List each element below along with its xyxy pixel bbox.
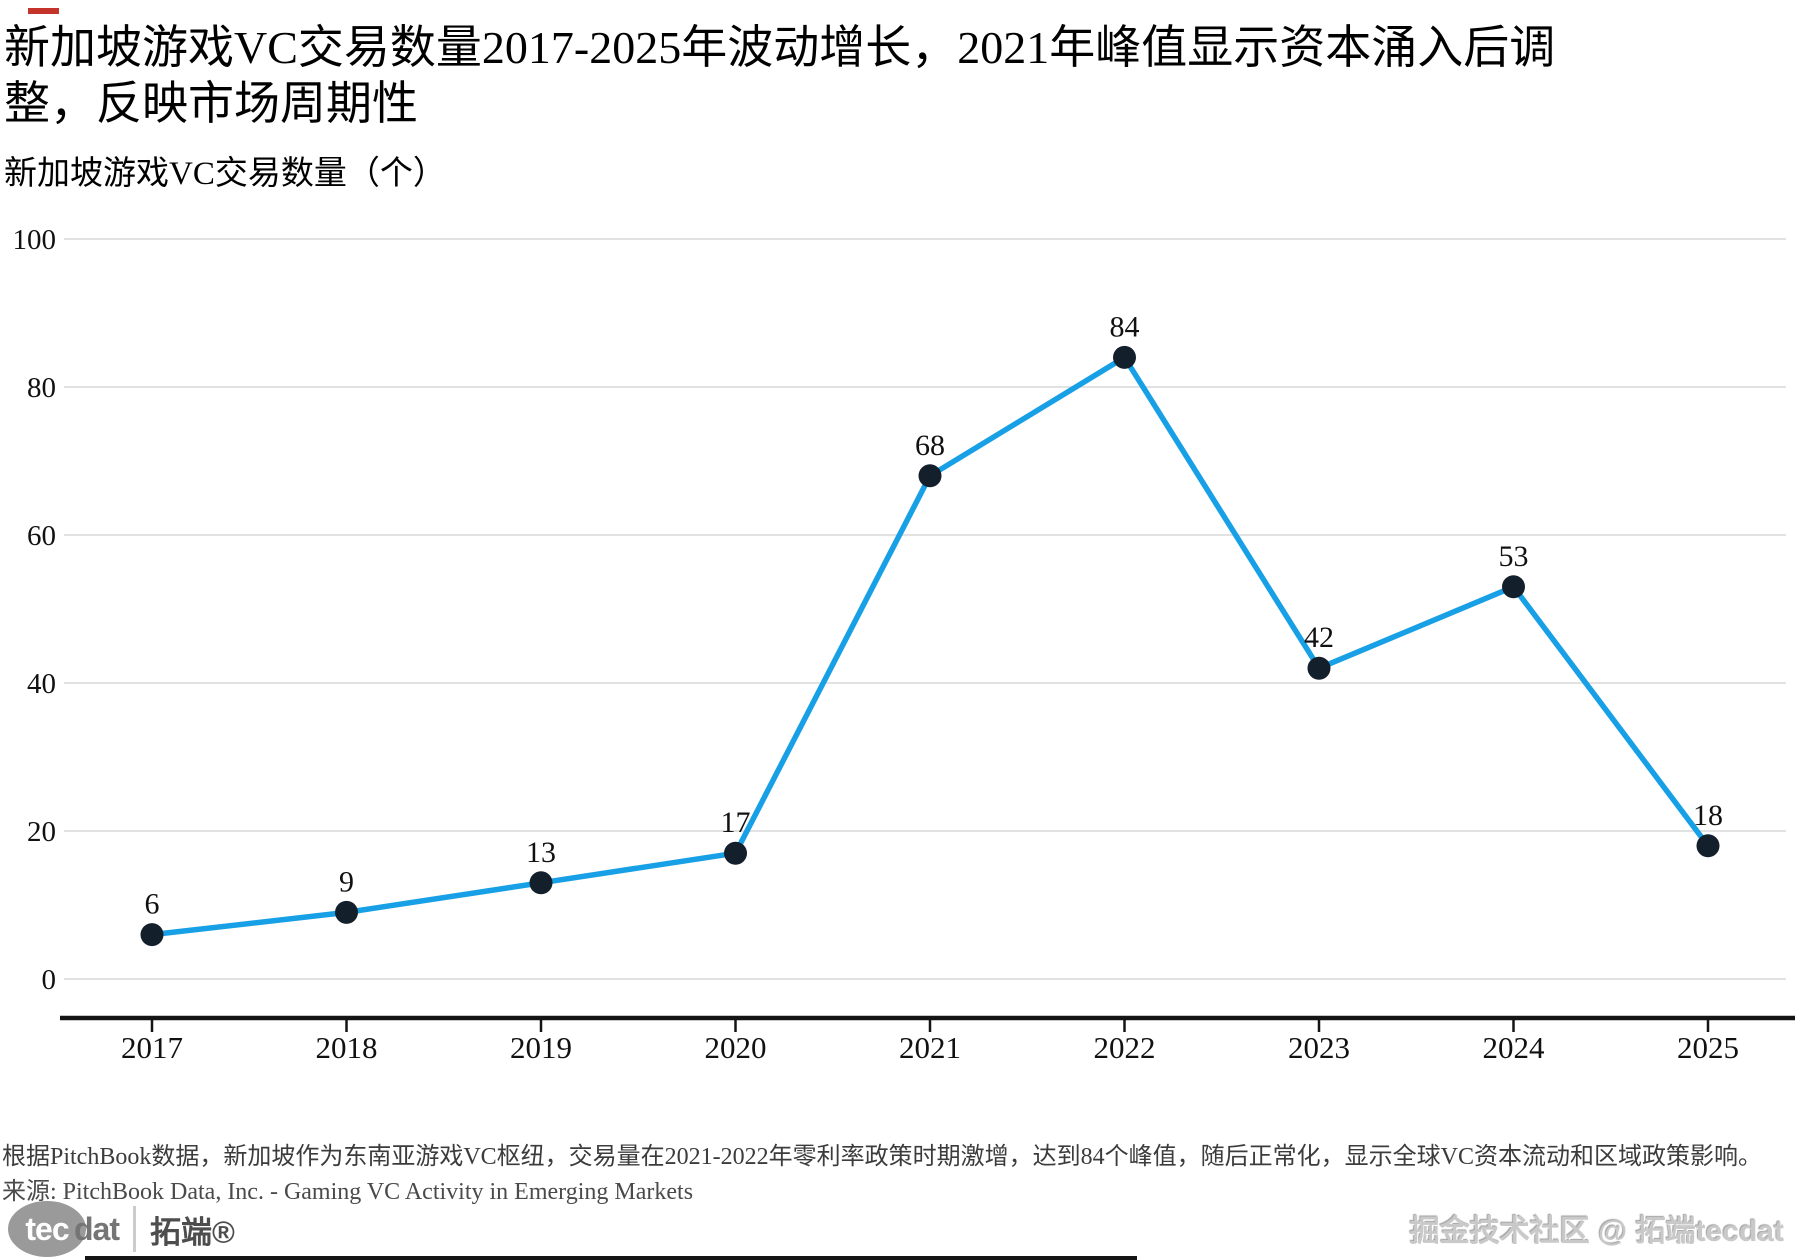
logo-divider bbox=[133, 1206, 136, 1252]
logo-brand-text: 拓端® bbox=[150, 1214, 235, 1250]
source-line: 来源: PitchBook Data, Inc. - Gaming VC Act… bbox=[2, 1179, 694, 1205]
logo-dat-text: dat bbox=[74, 1210, 120, 1247]
data-point-label: 9 bbox=[339, 865, 354, 898]
x-tick-label: 2020 bbox=[705, 1030, 767, 1065]
x-tick-label: 2018 bbox=[316, 1030, 378, 1065]
x-tick-label: 2021 bbox=[899, 1030, 961, 1065]
y-tick-label: 0 bbox=[42, 964, 57, 996]
community-watermark: 掘金技术社区 @ 拓端tecdat bbox=[1409, 1215, 1784, 1248]
chart-header: 新加坡游戏VC交易数量2017-2025年波动增长，2021年峰值显示资本涌入后… bbox=[4, 20, 1584, 194]
data-point-label: 42 bbox=[1304, 621, 1334, 654]
tecdat-logo: tec dat 拓端® bbox=[8, 1201, 235, 1257]
logo-ellipse-icon: tec bbox=[8, 1201, 86, 1257]
x-tick-label: 2023 bbox=[1288, 1030, 1350, 1065]
chart-subtitle: 新加坡游戏VC交易数量（个） bbox=[4, 156, 446, 193]
bottom-edge-line bbox=[85, 1256, 1137, 1260]
x-tick-label: 2024 bbox=[1483, 1030, 1546, 1065]
data-point-label: 18 bbox=[1693, 799, 1723, 832]
data-point bbox=[1502, 575, 1525, 599]
data-point bbox=[529, 871, 553, 895]
data-point bbox=[918, 464, 942, 488]
x-tick-label: 2025 bbox=[1677, 1030, 1739, 1065]
page-title: 新加坡游戏VC交易数量2017-2025年波动增长，2021年峰值显示资本涌入后… bbox=[4, 22, 1556, 130]
data-point-label: 13 bbox=[526, 836, 556, 869]
data-point bbox=[140, 923, 164, 947]
x-tick-label: 2022 bbox=[1094, 1030, 1156, 1065]
y-tick-label: 80 bbox=[27, 372, 56, 404]
data-point bbox=[335, 900, 358, 924]
x-tick-label: 2017 bbox=[121, 1030, 183, 1065]
y-tick-label: 100 bbox=[13, 224, 57, 256]
logo-tec-text: tec bbox=[25, 1210, 69, 1247]
data-point-label: 6 bbox=[145, 888, 160, 921]
y-tick-label: 60 bbox=[27, 520, 56, 552]
red-dash-artifact bbox=[28, 8, 59, 14]
data-point-label: 84 bbox=[1110, 310, 1140, 343]
footnote: 根据PitchBook数据，新加坡作为东南亚游戏VC枢纽，交易量在2021-20… bbox=[2, 1144, 1763, 1170]
data-point bbox=[1307, 656, 1331, 680]
data-point-label: 68 bbox=[915, 429, 945, 462]
data-point bbox=[1113, 345, 1136, 369]
y-tick-label: 20 bbox=[27, 816, 56, 848]
data-point-label: 53 bbox=[1499, 540, 1529, 573]
x-tick-label: 2019 bbox=[510, 1030, 572, 1065]
line-chart: 0 20 40 60 80 100 2017 2018 2019 2020 2021 2022 2023… bbox=[13, 224, 1795, 1065]
data-point bbox=[1696, 834, 1720, 858]
y-tick-label: 40 bbox=[27, 668, 56, 700]
data-point bbox=[724, 841, 747, 865]
data-point-label: 17 bbox=[721, 806, 751, 839]
